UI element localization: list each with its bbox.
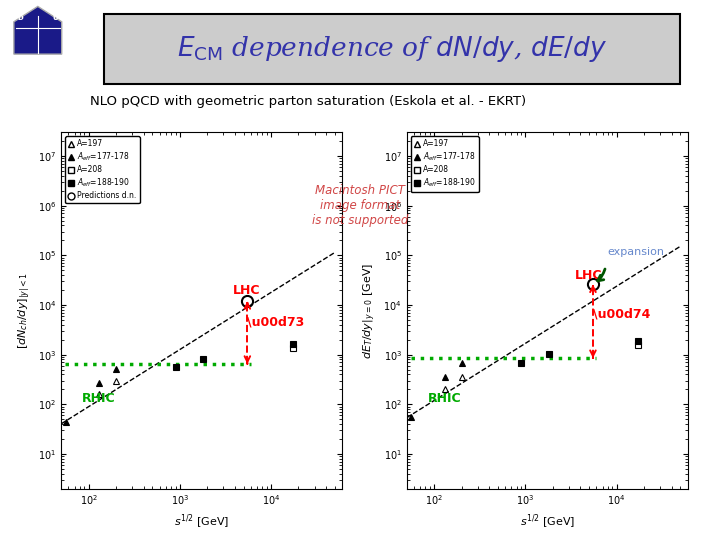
Text: D: D (18, 15, 24, 21)
Text: NLO pQCD with geometric parton saturation (Eskola et al. - EKRT): NLO pQCD with geometric parton saturatio… (90, 94, 526, 108)
Text: $E_{\mathrm{CM}}$ dependence of $dN/dy$, $dE/dy$: $E_{\mathrm{CM}}$ dependence of $dN/dy$,… (177, 33, 608, 64)
Text: \u00d74: \u00d74 (593, 308, 650, 321)
Text: \u00d73: \u00d73 (248, 316, 305, 329)
Text: U: U (52, 15, 58, 21)
Text: RHIC: RHIC (428, 392, 462, 405)
Legend: A=197, $A_{eff}$=177-178, A=208, $A_{eff}$=188-190: A=197, $A_{eff}$=177-178, A=208, $A_{eff… (410, 136, 479, 192)
Text: LHC: LHC (233, 284, 260, 296)
Polygon shape (14, 6, 62, 54)
Text: expansion: expansion (608, 247, 665, 258)
X-axis label: $s^{1/2}$ [GeV]: $s^{1/2}$ [GeV] (520, 513, 575, 531)
Text: LHC: LHC (575, 268, 603, 281)
Text: RHIC: RHIC (82, 392, 116, 405)
Legend: A=197, $A_{eff}$=177-178, A=208, $A_{eff}$=188-190, Predictions d.n.: A=197, $A_{eff}$=177-178, A=208, $A_{eff… (65, 136, 140, 204)
X-axis label: $s^{1/2}$ [GeV]: $s^{1/2}$ [GeV] (174, 513, 229, 531)
Y-axis label: $dE_T/dy|_{y=0}$ [GeV]: $dE_T/dy|_{y=0}$ [GeV] (361, 262, 378, 359)
Y-axis label: $[dN_{ch}/dy]_{|y|<1}$: $[dN_{ch}/dy]_{|y|<1}$ (17, 272, 32, 349)
Text: Macintosh PICT
image format
is not supported: Macintosh PICT image format is not suppo… (312, 184, 408, 227)
